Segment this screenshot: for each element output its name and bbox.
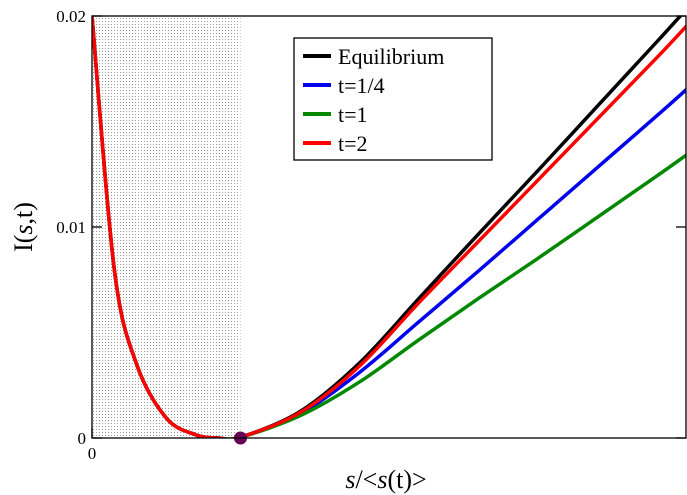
series-line-4 bbox=[92, 16, 686, 438]
legend-label: t=1/4 bbox=[338, 73, 385, 98]
tick-layer: 0 0.01 0.02 0 bbox=[56, 7, 686, 463]
legend: Equilibrium t=1/4 t=1 t=2 bbox=[293, 37, 493, 161]
y-axis-label: I(s,t) bbox=[9, 202, 38, 252]
x-axis-label: s/<s(t)> bbox=[345, 465, 426, 494]
shaded-region bbox=[92, 16, 241, 438]
y-tick-label: 0 bbox=[78, 429, 87, 448]
y-tick-label: 0.02 bbox=[56, 7, 86, 26]
legend-box bbox=[293, 37, 493, 161]
legend-label: t=1 bbox=[338, 102, 368, 127]
y-tick-label: 0.01 bbox=[56, 218, 86, 237]
shaded-region-layer bbox=[92, 16, 241, 438]
series-layer bbox=[92, 16, 686, 438]
legend-label: t=2 bbox=[338, 131, 368, 156]
x-tick-label: 0 bbox=[88, 444, 97, 463]
legend-label: Equilibrium bbox=[338, 44, 444, 69]
